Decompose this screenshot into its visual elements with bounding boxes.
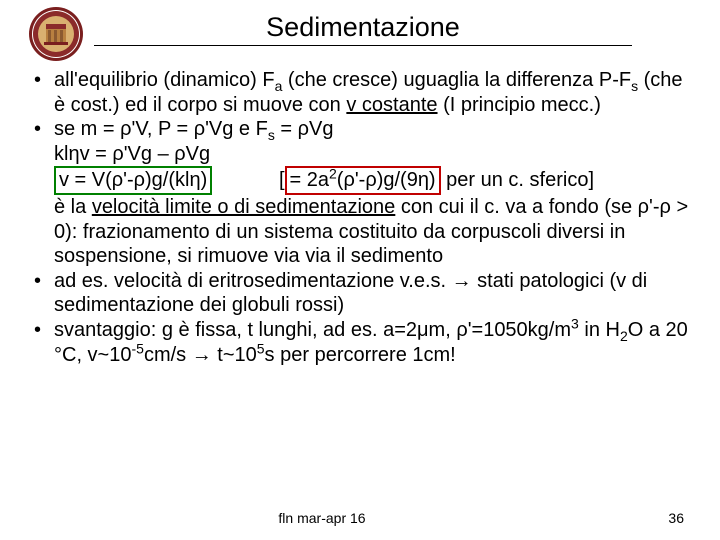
- subscript: s: [268, 127, 275, 143]
- text: se m = ρ'V, P = ρ'Vg e F: [54, 118, 268, 140]
- text: cm/s → t~10: [144, 344, 257, 366]
- slide-title: Sedimentazione: [94, 12, 632, 43]
- text: (ρ'-ρ)g/(9η): [337, 169, 436, 191]
- superscript: -5: [131, 340, 143, 356]
- list-item: ad es. velocità di eritrosedimentazione …: [28, 269, 692, 318]
- underlined-text: v costante: [346, 94, 437, 116]
- text: s per percorrere 1cm!: [265, 344, 456, 366]
- text: in H: [579, 319, 620, 341]
- superscript: 3: [571, 315, 579, 331]
- university-seal-logo: [28, 6, 84, 62]
- text: svantaggio: g è fissa, t lunghi, ad es. …: [54, 319, 571, 341]
- underlined-text: velocità limite o di sedimentazione: [92, 196, 396, 218]
- subscript: 2: [620, 328, 628, 344]
- page-number: 36: [644, 510, 684, 526]
- boxed-equation-red: = 2a2(ρ'-ρ)g/(9η): [285, 166, 441, 195]
- footer-caption: fln mar-apr 16: [0, 510, 644, 526]
- superscript: 5: [257, 340, 265, 356]
- boxed-equation-green: v = V(ρ'-ρ)g/(klη): [54, 166, 212, 195]
- title-rule: [94, 45, 632, 46]
- list-item: all'equilibrio (dinamico) Fa (che cresce…: [28, 68, 692, 117]
- text: per un c. sferico]: [441, 169, 594, 191]
- slide-footer: fln mar-apr 16 36: [0, 510, 720, 526]
- text: (I principio mecc.): [438, 94, 601, 116]
- slide-header: Sedimentazione: [28, 8, 692, 62]
- spacer: [212, 169, 279, 191]
- text: = ρVg: [275, 118, 334, 140]
- superscript: 2: [329, 166, 337, 182]
- text: ad es. velocità di eritrosedimentazione …: [54, 270, 647, 317]
- text: è la: [54, 196, 92, 218]
- content-list: all'equilibrio (dinamico) Fa (che cresce…: [28, 68, 692, 367]
- list-item: svantaggio: g è fissa, t lunghi, ad es. …: [28, 318, 692, 367]
- title-container: Sedimentazione: [94, 8, 692, 60]
- list-item: se m = ρ'V, P = ρ'Vg e Fs = ρVg klηv = ρ…: [28, 117, 692, 269]
- text: all'equilibrio (dinamico) F: [54, 69, 275, 91]
- text: klηv = ρ'Vg – ρVg: [54, 143, 210, 165]
- text: (che cresce) uguaglia la differenza P-F: [282, 69, 631, 91]
- text: = 2a: [290, 169, 329, 191]
